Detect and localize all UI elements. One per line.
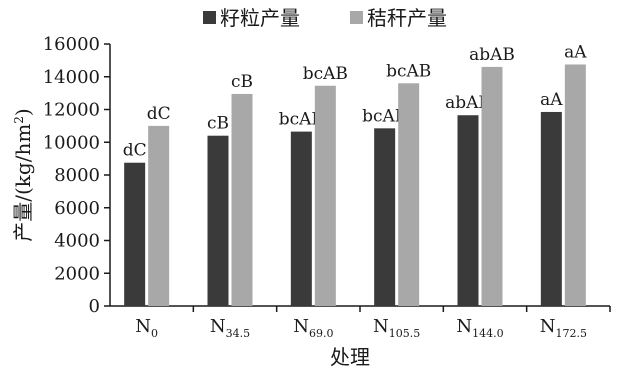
grain-significance-label: abAB xyxy=(445,93,491,113)
grain-significance-label: cB xyxy=(207,114,229,134)
x-tick-label: N172.5 xyxy=(540,316,587,340)
straw-significance-label: abAB xyxy=(469,45,515,65)
y-tick-label: 4000 xyxy=(54,231,100,252)
grain-significance-label: dC xyxy=(123,141,147,161)
x-tick-label: N144.0 xyxy=(456,316,503,340)
x-tick-label: N69.0 xyxy=(293,316,333,340)
straw-yield-bar xyxy=(398,83,420,306)
straw-yield-bar xyxy=(148,125,170,306)
straw-significance-label: cB xyxy=(231,72,253,92)
straw-significance-label: dC xyxy=(147,104,171,124)
y-tick-label: 2000 xyxy=(54,263,100,284)
x-axis-title: 处理 xyxy=(330,345,370,369)
y-tick-label: 10000 xyxy=(43,132,100,153)
y-tick-label: 14000 xyxy=(43,67,100,88)
x-tick-label: N105.5 xyxy=(373,316,420,340)
grain-yield-bar xyxy=(290,131,312,306)
straw-significance-label: bcAB xyxy=(303,64,348,84)
straw-yield-bar xyxy=(314,85,336,306)
y-tick-label: 6000 xyxy=(54,198,100,219)
y-tick-label: 8000 xyxy=(54,165,100,186)
straw-yield-bar xyxy=(481,66,503,306)
straw-significance-label: aA xyxy=(564,42,587,62)
y-tick-label: 16000 xyxy=(43,34,100,55)
legend-swatch-grain xyxy=(203,11,216,24)
y-tick-label: 12000 xyxy=(43,100,100,121)
grain-yield-bar xyxy=(374,128,396,306)
straw-yield-bar xyxy=(231,93,253,306)
grain-yield-bar xyxy=(124,162,146,306)
grain-yield-bar xyxy=(540,111,562,306)
grain-significance-label: aA xyxy=(540,90,563,110)
grain-yield-bar xyxy=(207,135,229,306)
grain-significance-label: bcAB xyxy=(362,106,407,126)
legend-label-grain: 籽粒产量 xyxy=(220,6,300,30)
y-axis-title: 产量/(kg/hm2) xyxy=(11,108,35,242)
y-tick-label: 0 xyxy=(89,296,100,317)
straw-significance-label: bcAB xyxy=(386,61,431,81)
legend-swatch-straw xyxy=(350,11,363,24)
legend-label-straw: 秸秆产量 xyxy=(367,6,447,30)
x-tick-label: N34.5 xyxy=(210,316,250,340)
straw-yield-bar xyxy=(564,64,586,306)
grain-significance-label: bcAB xyxy=(279,110,324,130)
x-tick-label: N0 xyxy=(135,316,158,340)
grain-yield-bar xyxy=(457,115,479,306)
